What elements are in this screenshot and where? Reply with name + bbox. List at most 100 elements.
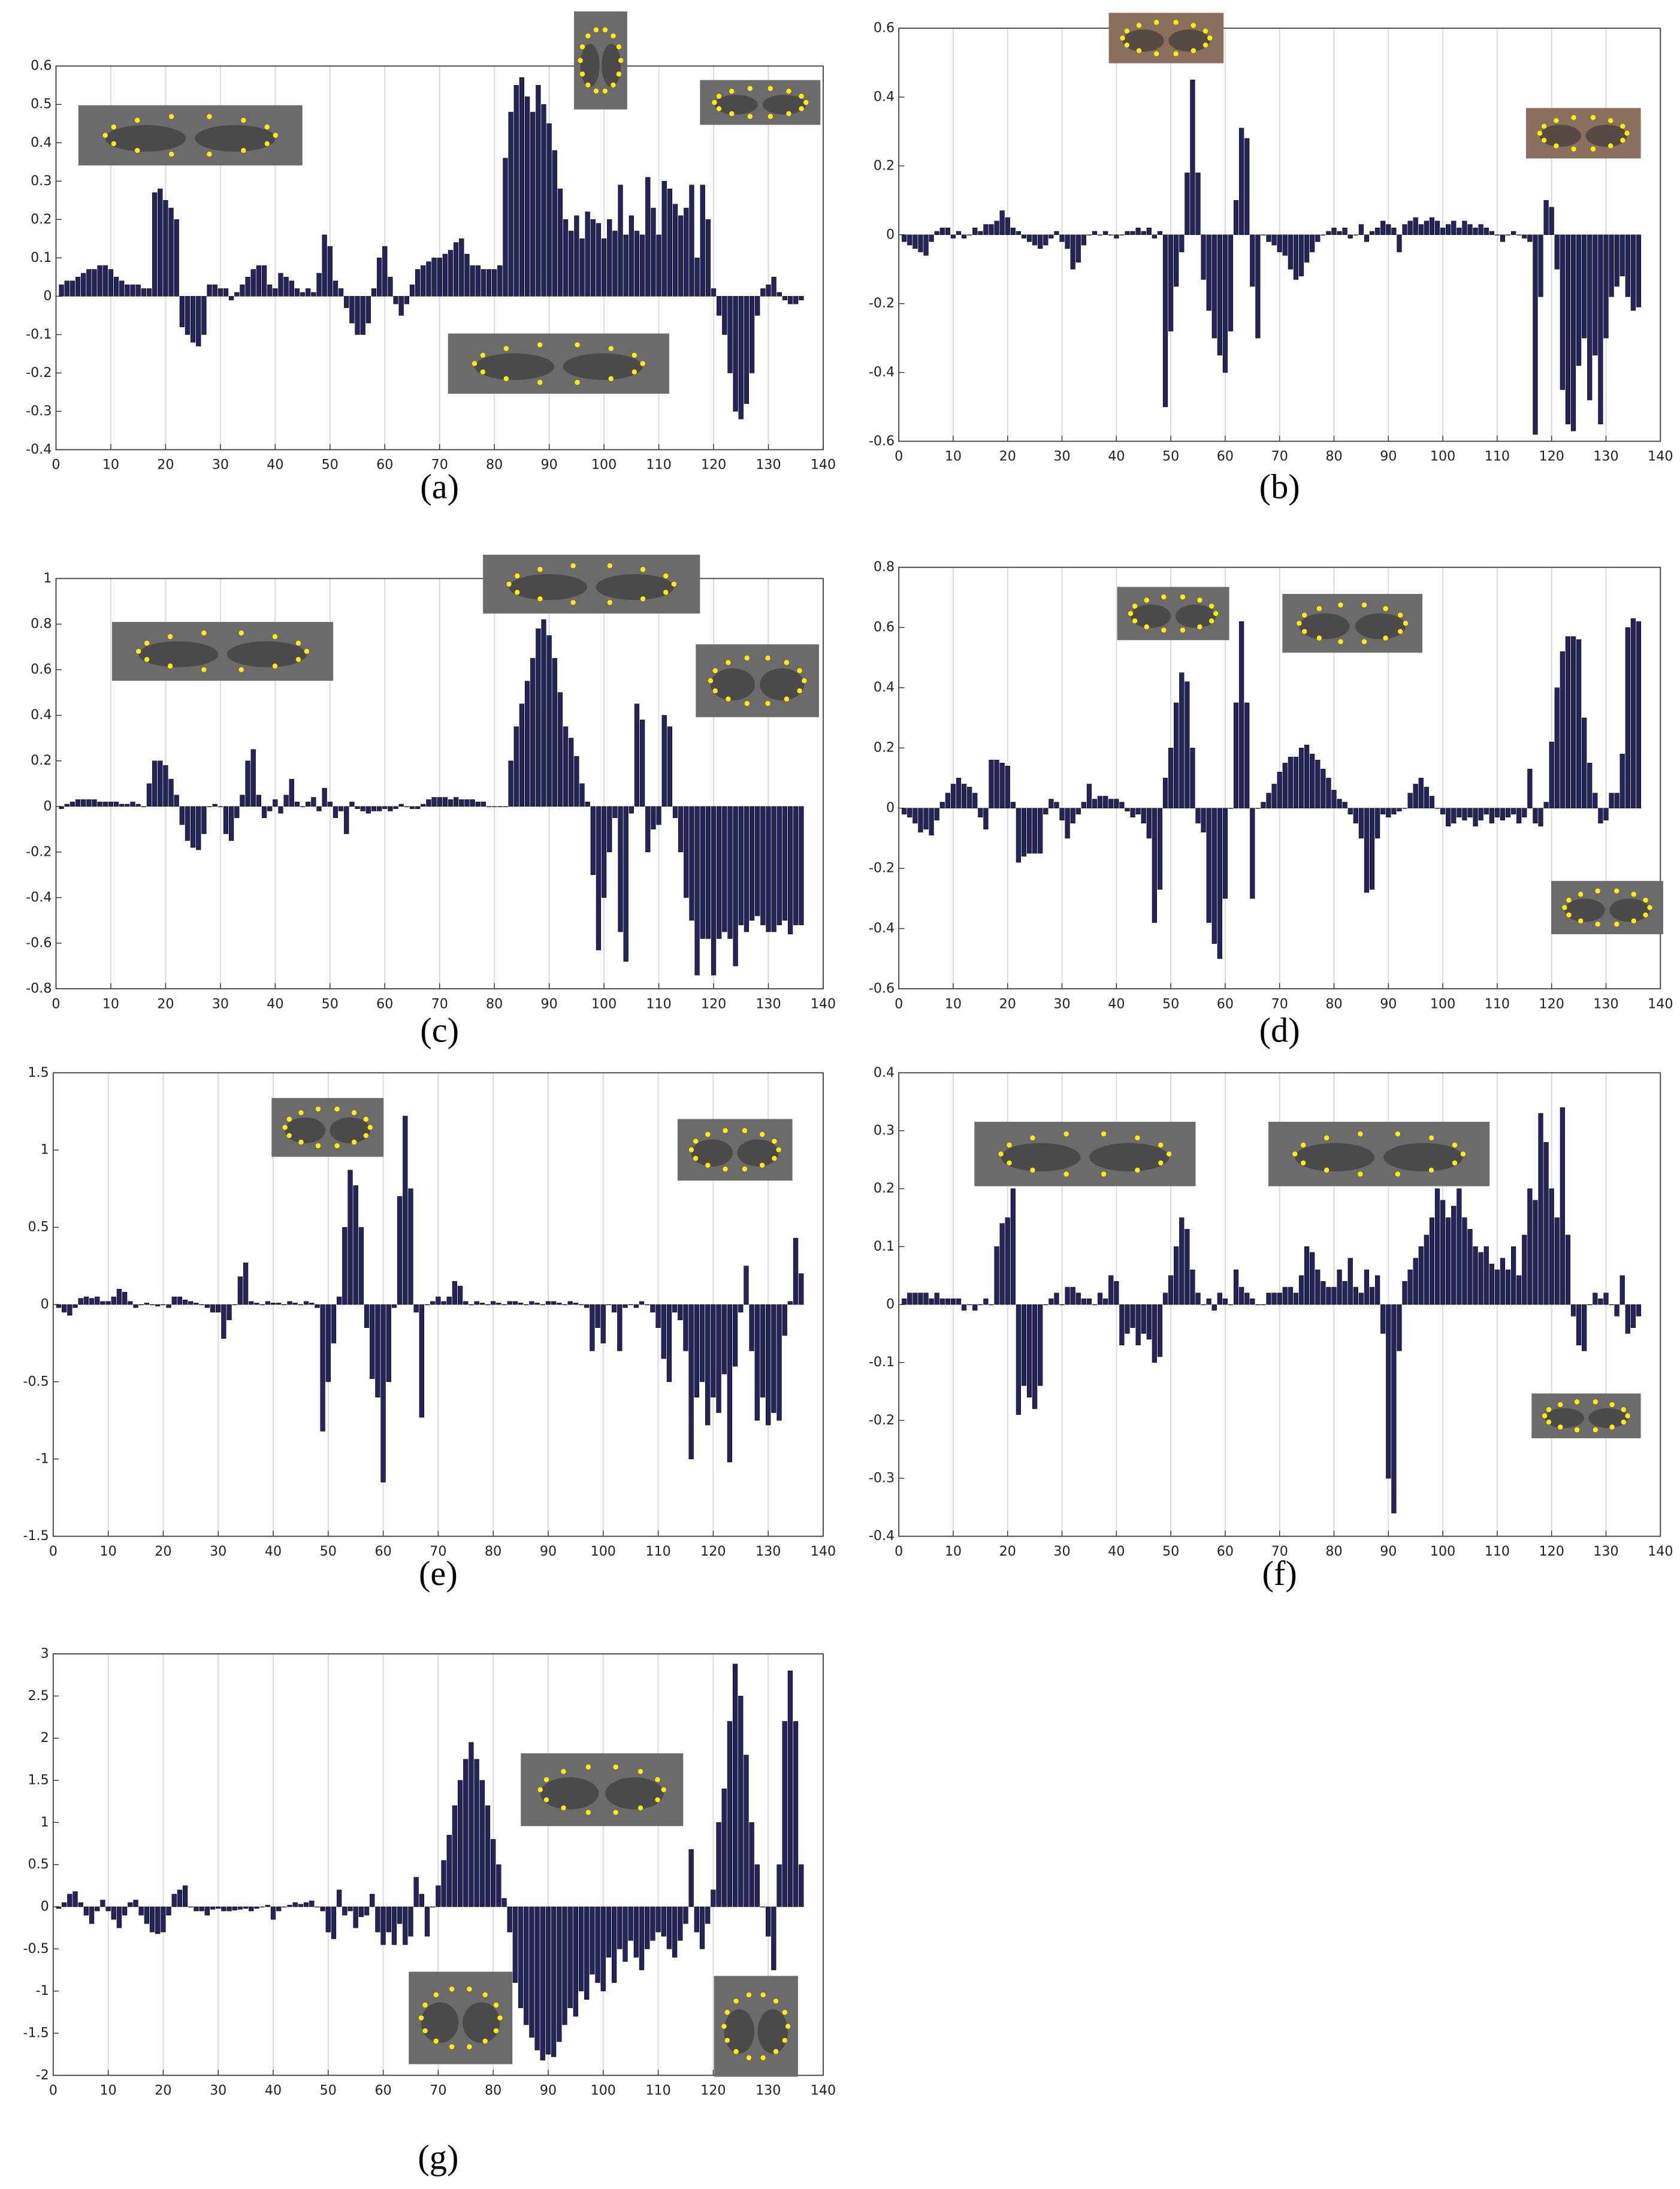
bar: [771, 806, 776, 932]
landmark-dot: [744, 701, 750, 706]
bar: [1424, 1234, 1429, 1305]
bar: [1239, 1287, 1244, 1305]
y-tick-label: -0.5: [23, 1941, 49, 1956]
x-tick-label: 40: [267, 996, 283, 1012]
bar: [1543, 200, 1549, 235]
landmark-dot: [1620, 137, 1625, 143]
x-tick-label: 80: [485, 1544, 501, 1559]
y-tick-label: -0.4: [869, 920, 895, 936]
bar: [469, 1742, 474, 1907]
bar: [1593, 234, 1598, 356]
bar: [135, 284, 141, 297]
landmark-dot: [705, 1163, 711, 1168]
landmark-dot: [334, 1106, 340, 1112]
bar: [1195, 173, 1201, 235]
bar: [1326, 1287, 1331, 1305]
x-tick-label: 0: [52, 457, 60, 473]
bar: [1619, 1275, 1625, 1305]
landmark-dot: [282, 1125, 288, 1130]
landmark-dot: [1590, 146, 1596, 152]
landmark-dot: [723, 1166, 728, 1172]
bar: [1462, 808, 1467, 821]
bar: [749, 806, 755, 921]
bar: [1157, 808, 1163, 890]
bar: [656, 806, 661, 825]
bar: [146, 288, 152, 297]
landmark-dot: [537, 1787, 543, 1792]
landmark-dot: [1180, 627, 1186, 633]
thumbnail-shade: [580, 44, 600, 87]
bar: [365, 296, 371, 324]
y-tick-label: 0.2: [31, 212, 52, 227]
bar: [1130, 1304, 1135, 1328]
bar: [983, 224, 989, 235]
landmark-dot: [1135, 1135, 1140, 1141]
bar: [978, 231, 983, 235]
landmark-dot: [768, 86, 773, 91]
landmark-dot: [1595, 888, 1600, 894]
bar: [540, 1906, 545, 2061]
landmark-dot: [136, 648, 141, 654]
landmark-dot: [1316, 606, 1322, 611]
bar: [907, 808, 912, 818]
landmark-dot: [295, 641, 301, 646]
landmark-dot: [760, 2055, 766, 2061]
bar: [530, 111, 536, 297]
bar: [365, 806, 371, 814]
bar: [950, 1299, 956, 1305]
landmark-dot: [363, 1133, 368, 1139]
bar: [1070, 808, 1075, 824]
bar: [793, 1721, 799, 1907]
bar: [1206, 234, 1211, 311]
bar: [705, 806, 711, 939]
bar: [1146, 228, 1152, 235]
bar: [1397, 808, 1402, 811]
bar: [496, 1303, 501, 1305]
bar: [81, 799, 86, 807]
landmark-dot: [585, 1764, 591, 1770]
landmark-dot: [655, 1797, 660, 1802]
bar: [1266, 793, 1271, 808]
bar: [1135, 1304, 1141, 1345]
bar: [1005, 1217, 1010, 1305]
bar: [168, 207, 174, 297]
landmark-dot: [201, 630, 207, 636]
bar: [254, 1906, 259, 1909]
bar: [360, 806, 365, 811]
landmark-dot: [799, 106, 804, 111]
landmark-dot: [1624, 131, 1630, 136]
landmark-dot: [1301, 1160, 1306, 1166]
thumbnail-shade: [138, 641, 219, 668]
bar: [512, 1301, 518, 1305]
y-tick-label: 1: [41, 1142, 49, 1158]
bar: [431, 797, 437, 807]
bar: [1630, 1304, 1636, 1328]
bar: [67, 1304, 72, 1316]
bar: [491, 1839, 496, 1907]
panel-caption: (b): [1259, 467, 1300, 506]
panel-caption: (f): [1262, 1554, 1297, 1593]
landmark-dot: [716, 93, 722, 99]
bar: [508, 760, 513, 807]
bar: [1190, 80, 1195, 235]
bar: [1277, 772, 1282, 808]
bar: [1440, 1200, 1446, 1305]
bar: [144, 1906, 149, 1924]
bar: [776, 1864, 782, 1907]
bar: [766, 1906, 771, 1937]
bar: [1310, 753, 1315, 808]
thumbnail-shade: [760, 668, 805, 701]
landmark-dot: [1158, 1142, 1164, 1148]
thumbnail-shade: [1588, 1408, 1628, 1428]
bar: [1130, 231, 1135, 235]
bar: [651, 806, 656, 830]
bar: [276, 1906, 282, 1912]
bar: [912, 808, 918, 824]
bar: [333, 280, 339, 297]
bar: [1010, 228, 1016, 235]
bar: [72, 1891, 78, 1907]
bar: [1298, 234, 1304, 277]
bar: [672, 806, 678, 819]
bar: [166, 1304, 171, 1308]
x-tick-label: 60: [374, 1544, 391, 1559]
